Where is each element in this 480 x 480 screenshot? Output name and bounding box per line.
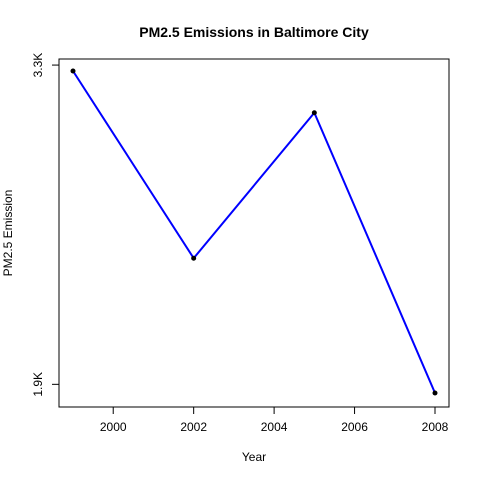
y-tick-label-1.9K: 1.9K (31, 372, 45, 397)
data-point-1999 (70, 68, 76, 74)
x-axis: 2000 2002 2004 2006 2008 (100, 407, 449, 434)
x-tick-label-2006: 2006 (341, 420, 368, 434)
x-tick-label-2008: 2008 (422, 420, 449, 434)
x-axis-label: Year (242, 450, 266, 464)
x-tick-label-2004: 2004 (261, 420, 288, 434)
data-point-2008 (432, 390, 438, 396)
y-axis: 1.9K 3.3K (31, 53, 59, 397)
chart-title: PM2.5 Emissions in Baltimore City (139, 24, 369, 40)
series-layer (70, 68, 438, 396)
data-point-2002 (191, 255, 197, 261)
x-tick-label-2002: 2002 (180, 420, 207, 434)
data-point-2005 (311, 110, 317, 116)
y-axis-label: PM2.5 Emission (1, 190, 15, 277)
plot-frame (58, 58, 450, 408)
y-tick-label-3.3K: 3.3K (31, 53, 45, 78)
x-tick-label-2000: 2000 (100, 420, 127, 434)
series-line-0 (72, 70, 436, 394)
